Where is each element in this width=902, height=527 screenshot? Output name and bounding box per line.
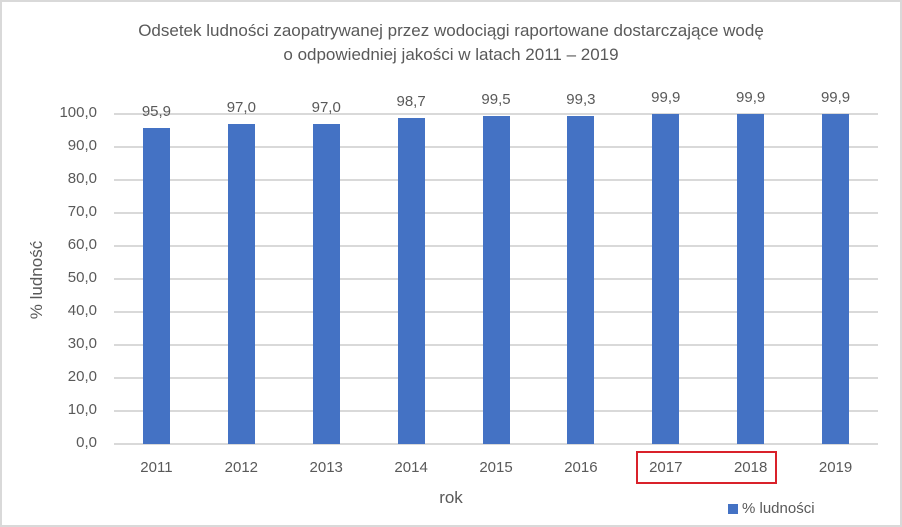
bar-2015	[482, 115, 510, 444]
chart-title-line-2: o odpowiedniej jakości w latach 2011 – 2…	[283, 45, 619, 64]
y-tick-label: 10,0	[67, 401, 97, 418]
value-label: 98,7	[396, 93, 426, 111]
gridline	[114, 443, 878, 445]
bar-2014	[397, 118, 425, 444]
highlight-box-2017-2018	[636, 451, 777, 484]
y-tick-label: 20,0	[67, 368, 97, 385]
plot-area: 95,9 97,0 97,0 98,7 99,5 99,3 99,9 99,9 99,9	[114, 89, 878, 445]
x-tick-label: 2019	[818, 459, 853, 476]
bar-2013	[312, 123, 340, 444]
chart-title: Odsetek ludności zaopatrywanej przez wod…	[0, 19, 902, 67]
legend: % ludności	[728, 500, 815, 517]
x-tick-label: 2018	[733, 459, 768, 476]
bar-2016	[567, 116, 595, 444]
gridline	[114, 113, 878, 115]
y-tick-label: 30,0	[67, 335, 97, 352]
y-tick-label: 100,0	[59, 104, 97, 121]
bar-2019	[822, 114, 850, 444]
x-tick-label: 2016	[564, 459, 598, 476]
x-tick-label: 2013	[309, 459, 343, 476]
bar-2018	[737, 114, 765, 444]
value-label: 99,9	[820, 89, 851, 107]
value-label: 99,3	[566, 91, 596, 109]
y-tick-label: 60,0	[67, 236, 97, 253]
value-label: 99,9	[736, 89, 766, 107]
legend-label: % ludności	[742, 500, 815, 517]
x-tick-label: 2017	[649, 459, 683, 476]
x-tick-label: 2015	[479, 459, 513, 476]
value-label: 97,0	[311, 98, 341, 116]
x-tick-label: 2012	[224, 459, 259, 476]
x-tick-label: 2011	[140, 459, 173, 476]
legend-swatch-icon	[728, 503, 738, 514]
x-axis-label: rok	[439, 488, 463, 507]
value-label: 99,9	[651, 89, 681, 107]
value-label: 99,5	[481, 90, 511, 108]
bar-2011	[142, 127, 170, 444]
chart-title-line-1: Odsetek ludności zaopatrywanej przez wod…	[138, 21, 764, 40]
value-label: 95,9	[141, 102, 172, 120]
bar-2012	[227, 123, 255, 444]
y-tick-label: 0,0	[76, 434, 97, 451]
value-label: 97,0	[226, 98, 256, 116]
y-tick-label: 70,0	[67, 203, 97, 220]
bar-2017	[652, 114, 680, 444]
y-tick-label: 90,0	[67, 137, 97, 154]
y-tick-label: 50,0	[67, 269, 97, 286]
x-tick-label: 2014	[394, 459, 428, 476]
y-tick-label: 80,0	[67, 170, 97, 187]
y-tick-label: 40,0	[67, 302, 97, 319]
